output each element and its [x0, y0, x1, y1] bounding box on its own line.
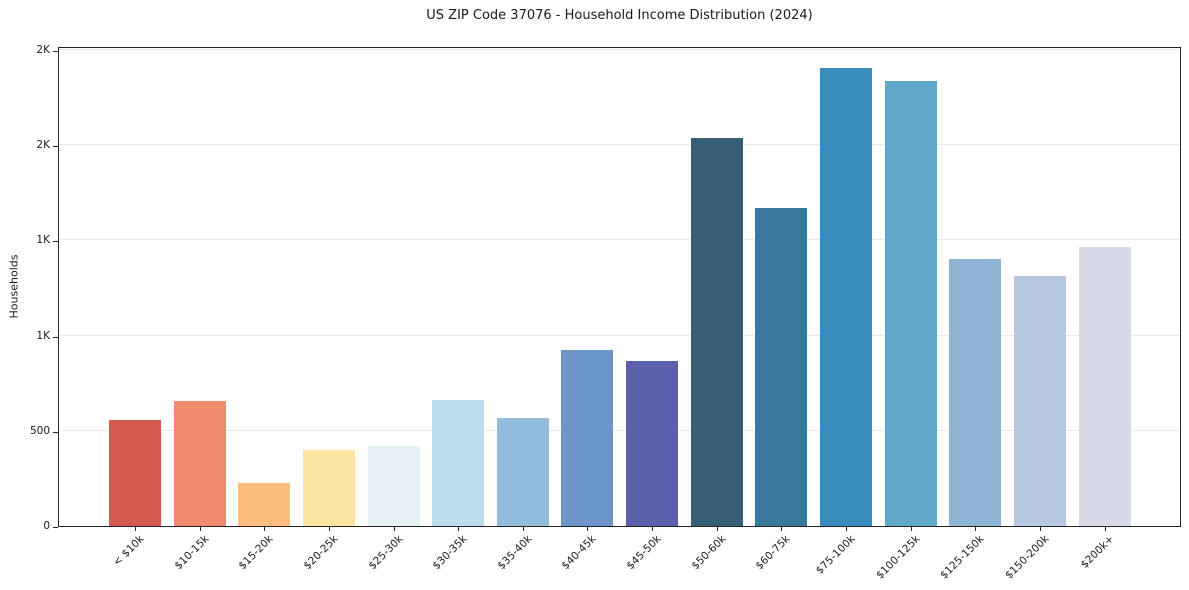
bar-$15-20k	[238, 483, 291, 526]
y-tick-mark	[53, 336, 58, 338]
x-tick-mark	[652, 527, 654, 531]
x-tick-mark	[1039, 527, 1041, 531]
x-tick-mark	[975, 527, 977, 531]
y-tick-label: 1K	[36, 329, 50, 342]
x-tick-mark	[135, 527, 136, 531]
x-tick-label: $150-200k	[1002, 533, 1052, 582]
x-tick-mark	[328, 527, 330, 531]
x-tick-mark	[781, 527, 783, 531]
x-tick-mark	[1104, 527, 1106, 531]
y-tick-label: 500	[29, 424, 50, 437]
bar-$200k+	[1078, 246, 1131, 526]
x-tick-mark	[716, 527, 718, 531]
x-tick-mark	[199, 527, 201, 531]
bar-< $10k	[109, 420, 161, 526]
gridline	[59, 429, 1180, 431]
bar-$40-45k	[561, 349, 614, 526]
x-tick-label: $30-35k	[430, 533, 470, 573]
x-tick-label: $15-20k	[236, 533, 276, 573]
bar-$30-35k	[432, 400, 485, 526]
y-axis-label: Households	[7, 254, 21, 319]
x-tick-mark	[846, 527, 848, 531]
y-tick-label: 2K	[36, 43, 50, 56]
bar-$60-75k	[755, 207, 808, 526]
x-tick-label: $20-25k	[301, 533, 341, 573]
y-tick-mark	[53, 431, 58, 433]
x-tick-label: $200k+	[1078, 533, 1117, 571]
x-tick-label: < $10k	[110, 533, 147, 569]
bar-$35-40k	[496, 418, 549, 526]
x-tick-mark	[910, 527, 912, 531]
x-tick-label: $50-60k	[689, 533, 729, 573]
x-tick-mark	[393, 527, 395, 531]
y-tick-label: 0	[43, 520, 50, 532]
gridline	[59, 334, 1180, 336]
bar-$20-25k	[302, 449, 355, 526]
x-tick-label: $35-40k	[495, 533, 535, 573]
x-tick-label: $125-150k	[938, 533, 987, 582]
x-tick-label: $25-30k	[365, 533, 406, 573]
x-tick-label: $10-15k	[172, 533, 212, 573]
x-tick-label: $45-50k	[624, 533, 664, 573]
bar-$125-150k	[949, 259, 1002, 526]
gridline	[59, 239, 1180, 241]
y-tick-label: 2K	[36, 139, 50, 152]
y-tick-mark	[53, 241, 58, 243]
y-tick-mark	[53, 146, 58, 148]
y-tick-mark	[53, 50, 58, 52]
gridline	[59, 48, 1180, 50]
gridline	[59, 144, 1180, 146]
bar-$50-60k	[690, 138, 743, 526]
x-tick-label: $40-45k	[559, 533, 599, 573]
bar-$45-50k	[626, 361, 679, 526]
x-tick-mark	[587, 527, 589, 531]
x-tick-mark	[458, 527, 460, 531]
bar-$25-30k	[367, 446, 420, 526]
x-tick-label: $100-125k	[873, 533, 923, 582]
x-tick-mark	[264, 527, 266, 531]
bar-$75-100k	[820, 67, 873, 526]
chart-title: US ZIP Code 37076 - Household Income Dis…	[426, 8, 813, 23]
bar-$10-15k	[173, 401, 226, 526]
y-tick-label: 1K	[36, 234, 50, 247]
x-tick-label: $60-75k	[753, 533, 793, 573]
x-tick-label: $75-100k	[813, 533, 858, 577]
plot-area	[58, 47, 1181, 527]
bar-$150-200k	[1013, 276, 1066, 526]
x-tick-mark	[522, 527, 524, 531]
y-tick-mark	[53, 527, 58, 528]
bar-$100-125k	[884, 81, 937, 526]
